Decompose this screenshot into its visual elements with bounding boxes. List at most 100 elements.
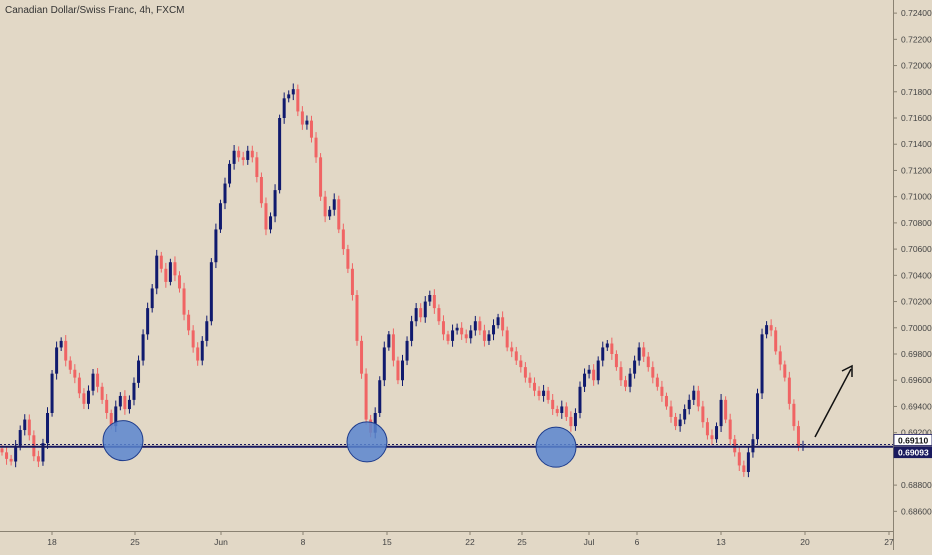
y-tick-label-12: 0.70000: [901, 323, 932, 333]
candle-body: [428, 295, 432, 302]
candle-body: [651, 367, 655, 378]
candle-body: [396, 360, 400, 381]
candle-body: [200, 340, 204, 361]
candle-body: [446, 334, 450, 341]
candle-body: [187, 314, 191, 331]
candle-body: [760, 334, 764, 394]
candle-body: [259, 177, 263, 204]
candle-body: [55, 347, 59, 374]
candle-body: [387, 334, 391, 348]
candle-body: [323, 196, 327, 217]
y-tick-label-15: 0.69400: [901, 401, 932, 411]
candle-body: [273, 190, 277, 217]
candle-body: [487, 334, 491, 341]
candle-body: [532, 382, 536, 391]
candle-body: [537, 390, 541, 396]
candle-body: [401, 360, 404, 381]
candle-body: [82, 393, 86, 404]
candle-body: [523, 367, 527, 378]
x-tick-label-0: 18: [47, 537, 57, 547]
candle-body: [432, 295, 436, 309]
y-tick-label-9: 0.70600: [901, 244, 932, 254]
candle-body: [796, 426, 800, 446]
candle-body: [564, 406, 568, 417]
support-circle-1: [102, 420, 144, 462]
candle-body: [314, 137, 318, 158]
candle-body: [223, 183, 227, 204]
candle-body: [610, 343, 614, 354]
candle-body: [182, 288, 186, 315]
candle-body: [496, 317, 500, 326]
candle-body: [77, 377, 81, 394]
candle-body: [177, 275, 181, 289]
candle-body: [27, 419, 31, 436]
arrow-shaft: [814, 368, 852, 438]
candle-body: [214, 229, 218, 263]
y-tick-label-10: 0.70400: [901, 270, 932, 280]
candle-body: [692, 390, 696, 400]
candle-body: [228, 163, 232, 184]
y-tick-label-13: 0.69800: [901, 349, 932, 359]
candle-body: [114, 406, 118, 427]
candle-body: [569, 416, 573, 427]
candle-body: [669, 406, 673, 417]
candle-body: [787, 377, 791, 404]
y-tick-label-0: 0.72400: [901, 8, 932, 18]
candle-body: [405, 340, 409, 361]
candle-body: [501, 317, 505, 331]
candle-body: [391, 334, 395, 361]
y-tick-label-7: 0.71000: [901, 192, 932, 202]
x-tick-label-1: 25: [130, 537, 140, 547]
candle-body: [123, 395, 127, 410]
candle-body: [132, 382, 136, 400]
y-tick-label-1: 0.72200: [901, 34, 932, 44]
candle-body: [519, 360, 523, 368]
candle-body: [155, 255, 159, 289]
candle-body: [341, 229, 345, 250]
y-tick-label-14: 0.69600: [901, 375, 932, 385]
candle-body: [674, 416, 678, 427]
candle-body: [373, 413, 377, 433]
candle-body: [127, 399, 131, 410]
candle-body: [624, 380, 628, 387]
candle-body: [109, 413, 113, 427]
candle-body: [601, 347, 605, 361]
candle-body: [542, 390, 546, 396]
candle-body: [346, 249, 350, 269]
candle-body: [360, 340, 364, 374]
y-tick-label-8: 0.70800: [901, 218, 932, 228]
candle-body: [255, 157, 259, 177]
candle-body: [774, 330, 778, 352]
x-tick-label-8: 6: [635, 537, 640, 547]
candle-body: [469, 330, 473, 339]
candle-body: [633, 360, 637, 374]
candle-body: [18, 430, 22, 446]
candle-body: [305, 120, 309, 125]
candle-body: [437, 308, 441, 322]
support-circle-2: [346, 421, 388, 463]
candle-body: [628, 373, 632, 387]
candle-body: [701, 406, 705, 423]
candle-body: [159, 255, 163, 269]
candle-body: [451, 330, 455, 341]
candle-body: [478, 321, 482, 331]
candle-body: [441, 321, 445, 335]
candle-body: [59, 340, 63, 348]
candle-body: [728, 419, 732, 440]
candle-body: [291, 89, 295, 95]
candle-body: [269, 216, 273, 230]
candle-body: [546, 390, 550, 400]
candle-body: [96, 373, 100, 387]
y-tick-label-17: 0.68800: [901, 480, 932, 490]
candle-body: [492, 325, 496, 335]
y-tick-label-3: 0.71800: [901, 87, 932, 97]
candle-body: [755, 393, 759, 440]
candle-body: [237, 150, 241, 158]
candle-body: [655, 377, 659, 387]
candle-body: [364, 373, 368, 420]
candle-body: [9, 458, 13, 462]
candle-body: [614, 354, 618, 368]
candle-body: [596, 360, 600, 381]
